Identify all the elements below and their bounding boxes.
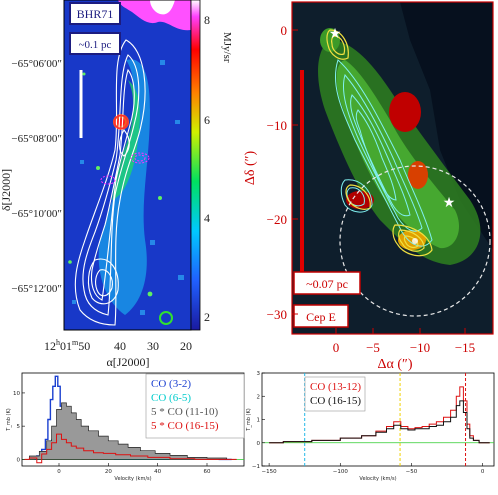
y-tick-label: 5 [17,424,21,430]
panel-b-label: Cep E [306,310,336,324]
ra-ticks: 12h01m50 40 30 20 [44,338,192,353]
colorbar-tick: 2 [204,310,210,324]
panel-b-xtick: 0 [333,340,340,355]
dec-tick: −65°06′00″ [11,58,62,70]
dec-tick: −65°08′00″ [11,133,62,145]
dec-tick: −65°10′00″ [11,208,62,220]
colorbar-tick: 4 [204,211,210,225]
panel-b-ytick: −30 [267,307,287,322]
x-tick-label: 20 [105,469,112,475]
ra-tick: 30 [147,339,159,353]
x-tick-label: −50 [406,469,418,475]
spectrum-xlabel: Velocity (km/s) [359,476,396,482]
colorbar-unit: MJy/sr [221,32,233,63]
panel-a: BHR71 ~0.1 pc 8 6 4 2 MJy/sr −65°06′00″ … [0,0,233,369]
x-tick-label: 0 [481,469,485,475]
legend-entry: CO (3-2) [151,378,191,390]
series-5-co-16-15- [24,433,237,464]
panel-b-xtick: −10 [410,340,430,355]
panel-a-scale-box [69,32,121,55]
ra-tick: 40 [114,339,126,353]
spectrum-ylabel: T_mb (K) [246,408,252,431]
panel-b-scale-box [293,271,361,295]
panel-b-ytick: −10 [267,118,287,133]
panel-a-scale-label: ~0.1 pc [79,39,112,51]
spectrum-2-frame [261,372,495,467]
colorbar-tick: 6 [204,113,210,127]
y-tick-label: 1 [257,418,261,424]
star-marker: ★ [443,196,456,211]
ra-tick: 12h01m50 [44,338,90,353]
panel-b-dashed-circle [339,165,491,317]
x-tick-label: −150 [262,469,278,475]
y-tick-label: 0 [17,457,21,463]
legend-entry: CO (6-5) [151,392,191,404]
star-marker: ★ [329,27,342,42]
panel-b-ytick: −20 [267,212,287,227]
legend-entry: 5 * CO (11-10) [151,406,218,418]
panel-b-scale-label: ~0.07 pc [306,277,348,291]
panel-a-label: BHR71 [77,7,114,21]
spectrum-ylabel: T_mb (K) [6,408,12,431]
legend-entry: 5 * CO (16-15) [151,420,219,432]
spectrum-legend [145,373,245,439]
y-tick-label: 2 [257,394,261,400]
x-tick-label: 40 [154,469,161,475]
ra-tick: 20 [180,339,192,353]
panel-a-ylabel: δ[J2000] [0,169,13,211]
panel-b-xtick: −15 [455,340,475,355]
spectrum-1: 0 20 40 60 0 5 10 Velocity (km/s) T_mb (K) CO (3-… [6,372,245,482]
panel-b: ★ ★ ~0.07 pc Cep E 0 −10 −20 −30 0 −5 −1… [243,1,494,372]
x-tick-label: 0 [57,469,61,475]
x-tick-label: 60 [204,469,211,475]
series-5-co-11-10- [24,402,237,460]
panel-b-xlabel: Δα (″) [378,357,413,372]
panel-b-ylabel: Δδ (″) [243,151,258,186]
panel-a-contours [74,39,146,326]
y-tick-label: 3 [257,371,261,377]
panel-b-label-box [293,304,349,328]
colorbar-tick: 8 [204,13,210,27]
series-co-16-15- [269,400,490,444]
legend-entry: CO (13-12) [310,381,361,393]
panel-a-colorbar [190,0,201,331]
panel-b-ytick: 0 [281,23,288,38]
spectrum-2: −150 −100 −50 0 −1 0 1 2 3 Velocity (km/s) T_mb (K… [246,371,495,482]
x-tick-label: −100 [333,469,349,475]
panel-b-xtick: −5 [366,340,380,355]
spectrum-xlabel: Velocity (km/s) [114,476,151,482]
dec-tick: −65°12′00″ [11,283,62,295]
y-tick-label: 10 [13,391,20,397]
spectrum-legend [304,376,366,412]
panel-a-label-box [69,2,121,25]
y-tick-label: −1 [252,464,260,470]
y-tick-label: 0 [257,441,261,447]
panel-a-xlabel: α[J2000] [107,355,150,369]
legend-entry: CO (16-15) [310,395,361,407]
